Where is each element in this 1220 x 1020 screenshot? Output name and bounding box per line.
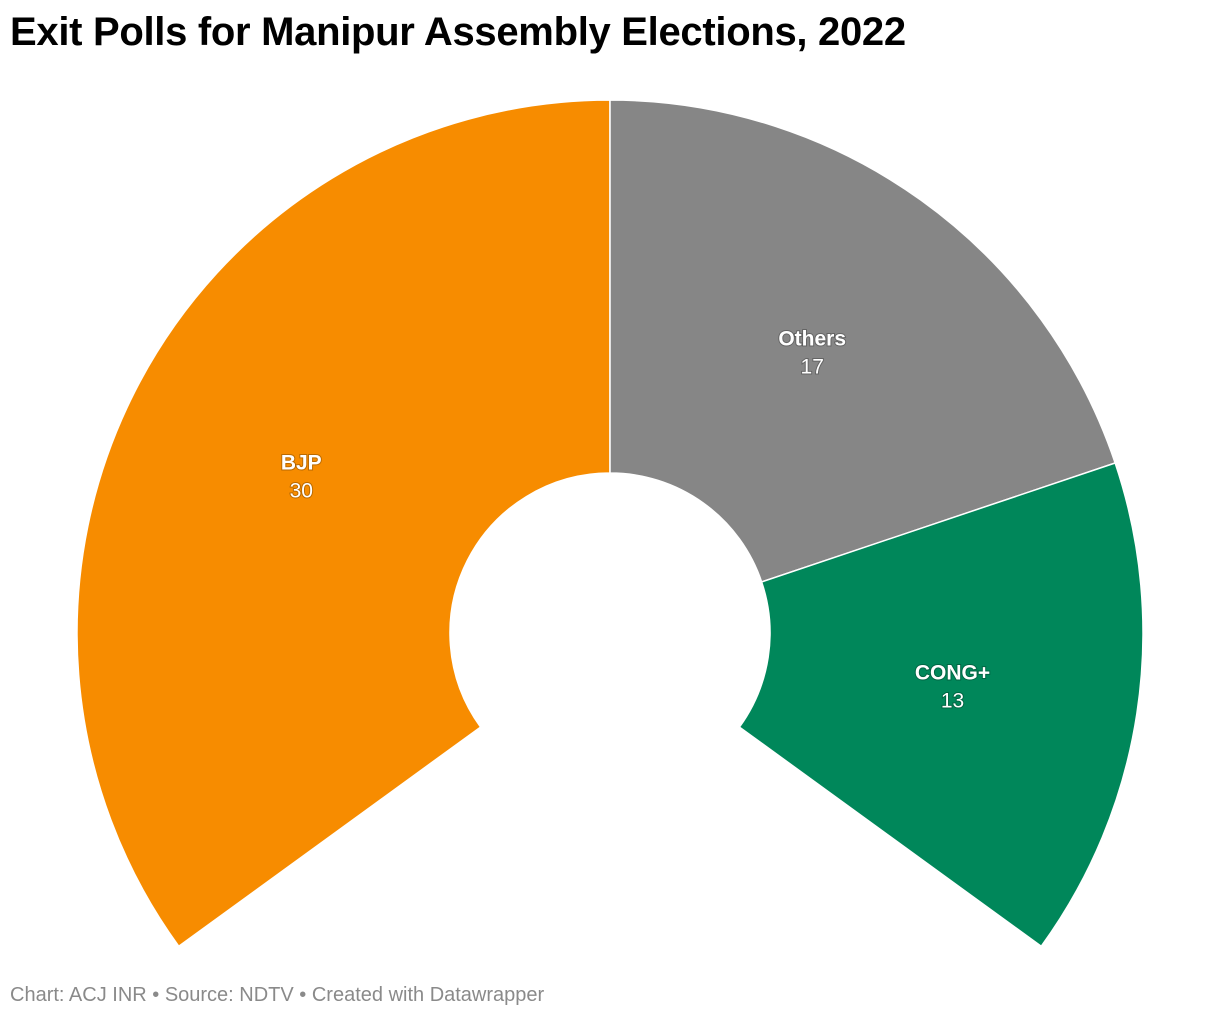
chart-slices: [76, 99, 1144, 948]
slice-label-bjp: BJP: [281, 452, 322, 475]
chart-footer: Chart: ACJ INR • Source: NDTV • Created …: [10, 984, 545, 1006]
slice-label-others: Others: [778, 328, 846, 351]
chart-title: Exit Polls for Manipur Assembly Election…: [10, 10, 906, 54]
slice-value-others: 17: [801, 356, 824, 379]
slice-bjp: [76, 99, 611, 948]
slice-value-bjp: 30: [290, 480, 313, 503]
slice-value-cong: 13: [941, 689, 964, 712]
slice-label-cong: CONG+: [915, 661, 990, 684]
slice-cong: [738, 462, 1144, 948]
slice-others: [609, 99, 1117, 583]
chart-labels: BJP 30 Others 17 CONG+ 13: [280, 327, 991, 714]
